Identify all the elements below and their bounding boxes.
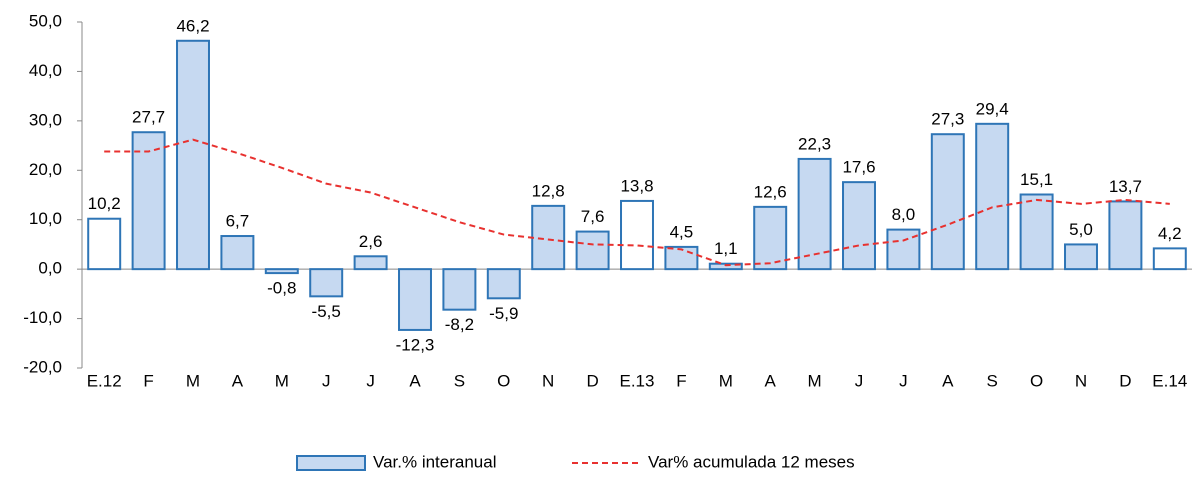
bar [442,268,477,311]
value-label: 17,6 [842,158,875,177]
value-label: 27,3 [931,110,964,129]
legend-label: Var% acumulada 12 meses [648,452,855,471]
y-tick-label: 20,0 [29,160,62,179]
value-label: -12,3 [396,335,435,354]
value-label: 2,6 [359,232,383,251]
bar [531,204,566,271]
bar [264,268,299,275]
value-label: 46,2 [176,16,209,35]
bar [398,268,432,331]
value-label: 5,0 [1069,220,1093,239]
x-tick-label: J [322,371,331,390]
y-tick-label: 30,0 [29,110,62,129]
bar [797,157,832,271]
x-tick-label: M [719,371,733,390]
value-label: -0,8 [267,279,296,298]
value-label: 10,2 [88,194,121,213]
x-tick-label: D [1119,371,1131,390]
x-tick-label: N [1075,371,1087,390]
bar [1064,243,1098,271]
bar [708,262,743,271]
y-tick-label: 50,0 [29,11,62,30]
value-label: 7,6 [581,207,605,226]
legend-swatch [296,455,366,471]
x-tick-label: F [676,371,686,390]
value-label: 1,1 [714,239,738,258]
bar [1108,200,1143,271]
value-label: 6,7 [226,212,250,231]
bar [87,217,122,271]
value-label: -8,2 [445,315,474,334]
x-tick-label: S [987,371,998,390]
value-label: -5,9 [489,304,518,323]
x-tick-label: O [1030,371,1043,390]
value-label: -5,5 [312,302,341,321]
y-tick-label: 10,0 [29,209,62,228]
bar [753,205,788,271]
line [104,138,1170,267]
x-tick-label: E.12 [87,371,122,390]
bar [575,230,610,271]
x-tick-label: S [454,371,465,390]
x-tick-label: N [542,371,554,390]
bar [930,133,965,271]
bar [842,181,876,271]
y-tick-label: 0,0 [38,259,62,278]
bar [1152,247,1187,271]
x-tick-label: M [808,371,822,390]
bar [1019,193,1054,271]
value-label: 29,4 [976,99,1009,118]
value-label: 8,0 [892,205,916,224]
value-label: 13,8 [620,176,653,195]
value-label: 4,5 [670,222,694,241]
bar [131,131,166,271]
bar [620,199,654,271]
y-tick-label: -20,0 [23,357,62,376]
value-label: 4,2 [1158,224,1182,243]
bar [486,268,521,300]
value-label: 13,7 [1109,177,1142,196]
x-tick-label: J [899,371,908,390]
value-label: 12,8 [532,181,565,200]
x-tick-label: O [497,371,510,390]
x-tick-label: A [942,371,954,390]
x-tick-label: F [143,371,153,390]
x-tick-label: M [186,371,200,390]
x-tick-label: M [275,371,289,390]
bar [220,235,255,271]
x-tick-label: J [855,371,864,390]
bar [176,39,210,271]
x-tick-label: E.14 [1152,371,1187,390]
bar [353,255,388,271]
value-label: 15,1 [1020,170,1053,189]
bar [975,122,1010,271]
value-label: 22,3 [798,134,831,153]
value-label: 12,6 [754,182,787,201]
x-tick-label: E.13 [620,371,655,390]
value-label: 27,7 [132,108,165,127]
y-tick-label: -10,0 [23,308,62,327]
x-tick-label: J [366,371,375,390]
x-tick-label: A [409,371,421,390]
legend-label: Var.% interanual [373,452,496,471]
bar [309,268,344,298]
x-tick-label: A [232,371,244,390]
x-tick-label: D [586,371,598,390]
y-tick-label: 40,0 [29,61,62,80]
x-tick-label: A [765,371,777,390]
